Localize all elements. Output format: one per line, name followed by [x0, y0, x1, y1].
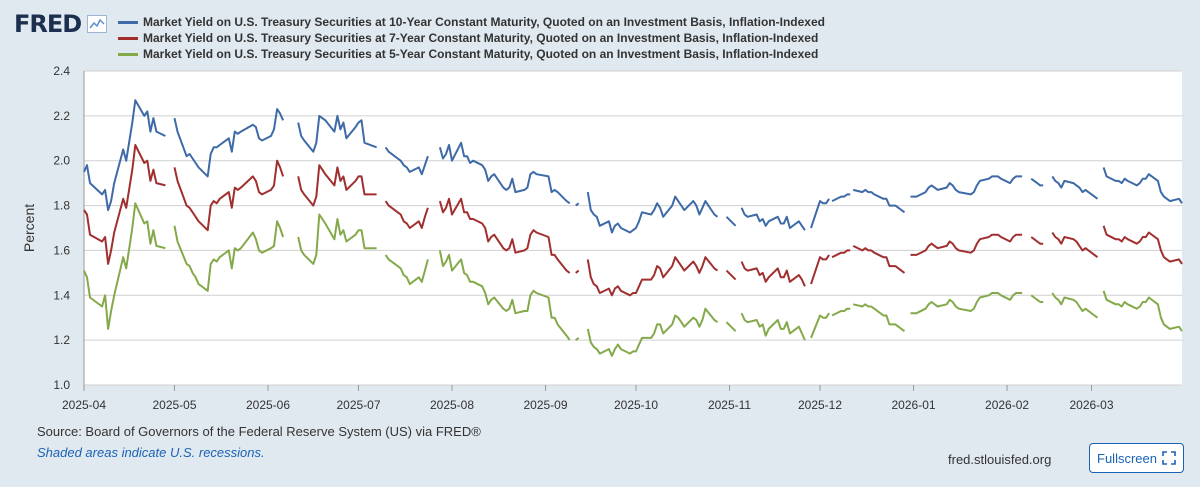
- y-tick-label: 2.4: [53, 64, 70, 78]
- series-10-year-line-segment: [740, 207, 806, 231]
- series-10-year-line-segment: [1030, 177, 1044, 187]
- series-5-year-line-segment: [831, 307, 851, 317]
- series-10-year-line-segment: [725, 216, 737, 227]
- x-tick-label: 2025-11: [708, 398, 751, 412]
- series-5-year-line-segment: [586, 307, 719, 357]
- series-5-year-line-segment: [1102, 290, 1183, 332]
- y-tick-label: 2.0: [53, 154, 70, 168]
- legend-item-10-year: Market Yield on U.S. Treasury Securities…: [118, 14, 825, 30]
- series-5-year-line-segment: [83, 202, 166, 330]
- x-tick-label: 2026-01: [892, 398, 936, 412]
- series-10-year-line-segment: [438, 141, 571, 205]
- series-5-year-line-segment: [852, 303, 906, 333]
- legend-swatch-5-year: [118, 52, 138, 56]
- series-7-year-line-segment: [297, 164, 377, 207]
- y-tick-label: 1.4: [53, 288, 70, 302]
- y-tick-label: 1.0: [53, 378, 70, 392]
- y-tick-label: 1.6: [53, 243, 70, 257]
- fred-logo[interactable]: FRED: [14, 10, 108, 38]
- series-10-year-line-segment: [831, 193, 851, 202]
- source-note: Source: Board of Governors of the Federa…: [37, 424, 481, 439]
- y-tick-label: 1.2: [53, 333, 70, 347]
- series-7-year-line-segment: [1051, 231, 1099, 258]
- series-10-year-line-segment: [575, 202, 580, 207]
- series-10-year-line: [83, 99, 1183, 234]
- series-5-year-line-segment: [438, 250, 571, 341]
- x-tick-label: 2025-06: [246, 398, 290, 412]
- series-7-year-line-segment: [586, 256, 719, 297]
- x-tick-label: 2025-10: [614, 398, 658, 412]
- series-7-year-line-segment: [725, 269, 737, 281]
- series-5-year-line-segment: [575, 337, 580, 341]
- series-10-year-line-segment: [297, 114, 377, 153]
- x-tick-label: 2025-08: [430, 398, 474, 412]
- series-10-year-line-segment: [1102, 167, 1183, 204]
- legend-label-10-year: Market Yield on U.S. Treasury Securities…: [143, 15, 825, 29]
- series-5-year-line-segment: [810, 312, 830, 339]
- series-7-year-line-segment: [384, 200, 429, 229]
- series-10-year-line-segment: [586, 191, 719, 234]
- logo-text: FRED: [14, 10, 82, 38]
- x-tick-label: 2025-12: [798, 398, 842, 412]
- series-7-year-line-segment: [852, 245, 906, 274]
- plot-area: [84, 71, 1182, 385]
- series-7-year-line-segment: [438, 197, 571, 274]
- series-lines: [83, 99, 1183, 357]
- x-tick-label: 2026-03: [1069, 398, 1113, 412]
- series-5-year-line-segment: [173, 220, 285, 292]
- site-url: fred.stlouisfed.org: [948, 452, 1052, 467]
- series-10-year-line-segment: [910, 175, 1023, 198]
- series-10-year-line-segment: [384, 146, 429, 176]
- series-5-year-line: [83, 202, 1183, 357]
- series-5-year-line-segment: [1051, 292, 1099, 319]
- series-10-year-line-segment: [83, 99, 166, 212]
- legend-item-7-year: Market Yield on U.S. Treasury Securities…: [118, 30, 825, 46]
- series-10-year-line-segment: [810, 198, 830, 229]
- line-chart: 1.01.21.41.61.82.02.22.4 2025-04 2025-05 2…: [21, 64, 1183, 412]
- series-7-year-line-segment: [810, 254, 830, 285]
- series-7-year-line: [83, 144, 1183, 297]
- y-axis-label: Percent: [21, 204, 37, 252]
- x-tick-label: 2026-02: [985, 398, 1029, 412]
- series-7-year-line-segment: [831, 249, 851, 259]
- series-7-year-line-segment: [173, 159, 285, 232]
- y-tick-label: 1.8: [53, 199, 70, 213]
- x-tick-label: 2025-09: [523, 398, 567, 412]
- series-5-year-line-segment: [910, 292, 1023, 315]
- legend-label-7-year: Market Yield on U.S. Treasury Securities…: [143, 31, 819, 45]
- series-7-year-line-segment: [740, 261, 806, 287]
- legend-item-5-year: Market Yield on U.S. Treasury Securities…: [118, 46, 825, 62]
- expand-icon: [1162, 451, 1176, 465]
- legend-label-5-year: Market Yield on U.S. Treasury Securities…: [143, 47, 819, 61]
- series-7-year-line-segment: [1030, 236, 1044, 245]
- fullscreen-label: Fullscreen: [1097, 450, 1157, 466]
- x-tick-label: 2025-05: [152, 398, 196, 412]
- series-5-year-line-segment: [384, 254, 429, 286]
- x-tick-label: 2025-04: [62, 398, 106, 412]
- fullscreen-button[interactable]: Fullscreen: [1089, 443, 1184, 473]
- chart-legend: Market Yield on U.S. Treasury Securities…: [118, 14, 825, 62]
- series-5-year-line-segment: [725, 321, 737, 332]
- x-tick-labels: 2025-04 2025-05 2025-06 2025-07 2025-08 2025-…: [62, 398, 1114, 412]
- series-5-year-line-segment: [1030, 294, 1044, 303]
- series-7-year-line-segment: [575, 269, 580, 274]
- legend-swatch-10-year: [118, 20, 138, 24]
- series-5-year-line-segment: [740, 312, 806, 341]
- series-10-year-line-segment: [173, 108, 285, 178]
- y-tick-labels: 1.0 1.2 1.4 1.6 1.8 2.0 2.2 2.4: [53, 64, 70, 392]
- legend-swatch-7-year: [118, 36, 138, 40]
- x-tick-label: 2025-07: [336, 398, 380, 412]
- series-7-year-line-segment: [83, 144, 166, 265]
- series-10-year-line-segment: [852, 188, 906, 214]
- recession-note: Shaded areas indicate U.S. recessions.: [37, 445, 265, 460]
- trend-line-icon: [87, 15, 108, 33]
- series-7-year-line-segment: [1102, 225, 1183, 265]
- series-7-year-line-segment: [910, 233, 1023, 256]
- series-10-year-line-segment: [1051, 175, 1099, 200]
- y-tick-label: 2.2: [53, 109, 70, 123]
- gridlines: [83, 70, 1182, 391]
- series-5-year-line-segment: [297, 213, 377, 265]
